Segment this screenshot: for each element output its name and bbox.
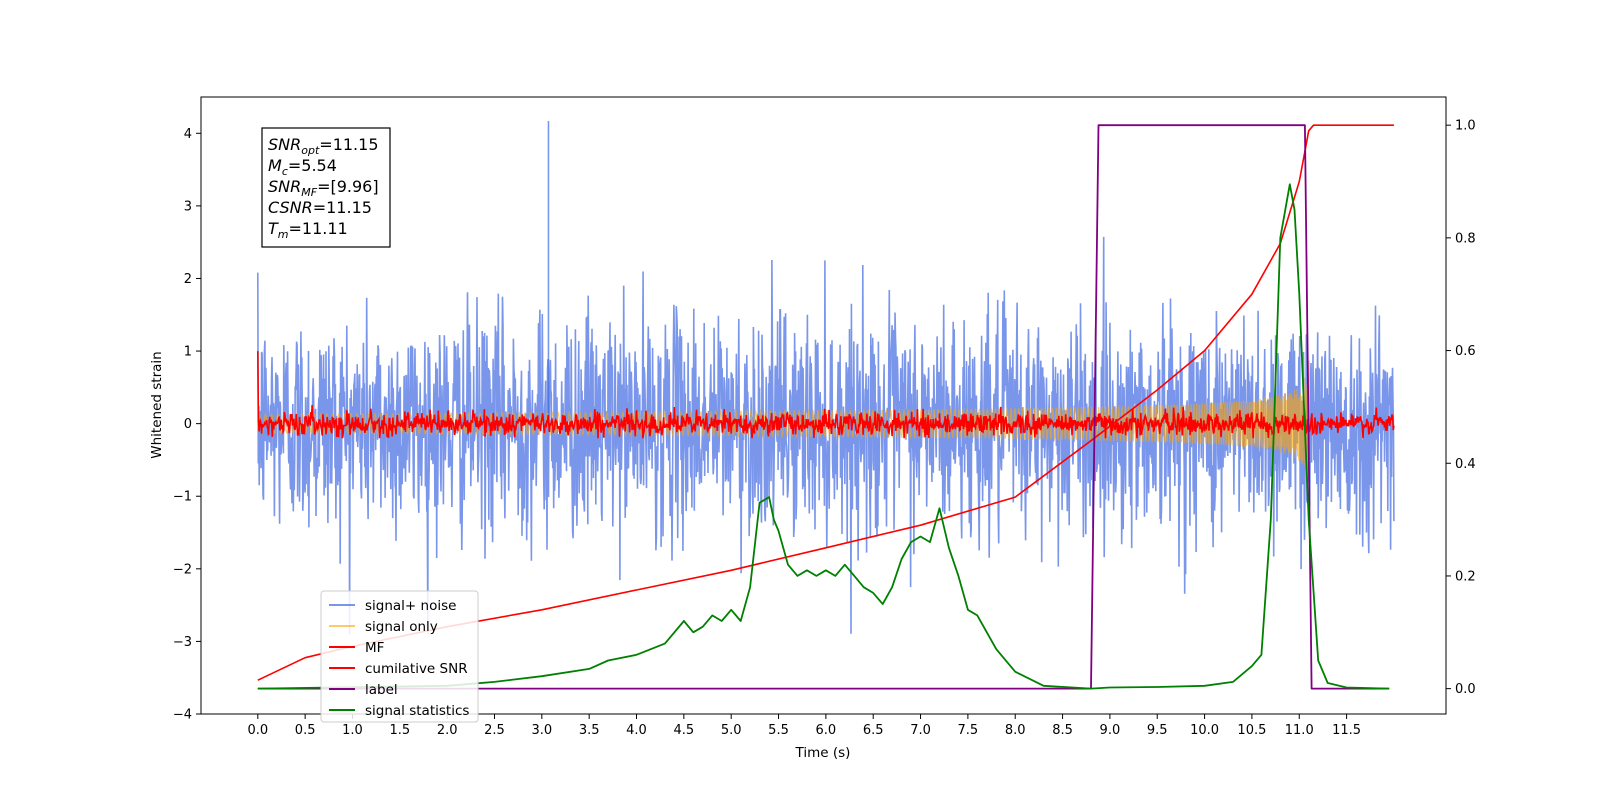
x-tick-label: 9.5	[1147, 723, 1168, 738]
series-mf	[257, 351, 1395, 439]
x-tick-label: 1.0	[342, 723, 363, 738]
x-tick-label: 2.5	[484, 723, 505, 738]
right-y-axis-ticks: 0.0 0.2 0.4 0.6 0.8 1.0	[1446, 119, 1476, 697]
x-tick-label: 3.5	[579, 723, 600, 738]
legend-label-label: label	[365, 682, 398, 698]
legend-label-mf: MF	[365, 640, 384, 656]
x-tick-label: 4.5	[674, 723, 695, 738]
x-tick-label: 2.0	[437, 723, 458, 738]
x-tick-label: 3.0	[531, 723, 552, 738]
x-tick-label: 5.0	[721, 723, 742, 738]
right-y-tick-label: 0.4	[1455, 457, 1476, 472]
info-line-chirp-mass: Mc=5.54	[268, 156, 337, 178]
x-tick-label: 5.5	[768, 723, 789, 738]
legend: signal+ noise signal only MF cumilative …	[320, 590, 479, 723]
series-signal-statistics	[257, 183, 1390, 690]
left-y-tick-label: 3	[184, 199, 192, 214]
x-tick-label: 6.0	[816, 723, 837, 738]
info-line-csnr: CSNR=11.15	[268, 198, 372, 217]
x-axis-ticks: 0.0 0.5 1.0 1.5 2.0 2.5 3.0 3.5 4.0 4.5 5.0 5.5 6.0 6…	[247, 714, 1361, 738]
x-tick-label: 4.0	[626, 723, 647, 738]
left-y-tick-label: −3	[173, 635, 192, 650]
right-y-tick-label: 0.8	[1455, 231, 1476, 246]
left-y-tick-label: −2	[173, 562, 192, 577]
x-tick-label: 10.5	[1237, 723, 1266, 738]
info-box-frame	[261, 127, 391, 248]
x-tick-label: 7.0	[910, 723, 931, 738]
plot-frame	[200, 96, 1447, 715]
x-tick-label: 8.5	[1052, 723, 1073, 738]
x-tick-label: 11.0	[1285, 723, 1314, 738]
y-axis-label: Whitened strain	[149, 351, 165, 458]
x-tick-label: 7.5	[958, 723, 979, 738]
series-label	[257, 124, 1390, 690]
left-y-tick-label: 2	[184, 272, 192, 287]
left-y-axis-ticks: −4 −3 −2 −1 0 1 2 3 4	[173, 127, 201, 723]
right-y-tick-label: 0.2	[1455, 569, 1476, 584]
x-tick-label: 0.5	[295, 723, 316, 738]
x-tick-label: 10.0	[1190, 723, 1219, 738]
right-y-tick-label: 0.0	[1455, 682, 1476, 697]
x-tick-label: 9.0	[1100, 723, 1121, 738]
left-y-tick-label: −1	[173, 490, 192, 505]
info-line-snr-mf: SNRMF=[9.96]	[268, 177, 379, 199]
series-layer	[257, 120, 1395, 690]
legend-label-signal-only: signal only	[365, 619, 438, 635]
info-box: SNRopt=11.15 Mc=5.54 SNRMF=[9.96] CSNR=1…	[261, 127, 391, 248]
x-tick-label: 0.0	[247, 723, 268, 738]
left-y-tick-label: 0	[184, 417, 192, 432]
left-y-tick-label: −4	[173, 708, 192, 723]
x-tick-label: 6.5	[863, 723, 884, 738]
info-line-snr-opt: SNRopt=11.15	[268, 135, 379, 157]
right-y-tick-label: 1.0	[1455, 119, 1476, 134]
x-tick-label: 1.5	[389, 723, 410, 738]
legend-label-signal-noise: signal+ noise	[365, 598, 456, 614]
x-axis-label: Time (s)	[795, 745, 851, 761]
x-tick-label: 8.0	[1005, 723, 1026, 738]
legend-frame	[320, 590, 479, 723]
left-y-tick-label: 1	[184, 345, 192, 360]
x-tick-label: 11.5	[1332, 723, 1361, 738]
left-y-tick-label: 4	[184, 127, 192, 142]
legend-label-signal-statistics: signal statistics	[365, 703, 469, 719]
info-line-merger-time: Tm=11.11	[268, 219, 348, 241]
right-y-tick-label: 0.6	[1455, 344, 1476, 359]
legend-label-cumulative-snr: cumilative SNR	[365, 661, 468, 677]
